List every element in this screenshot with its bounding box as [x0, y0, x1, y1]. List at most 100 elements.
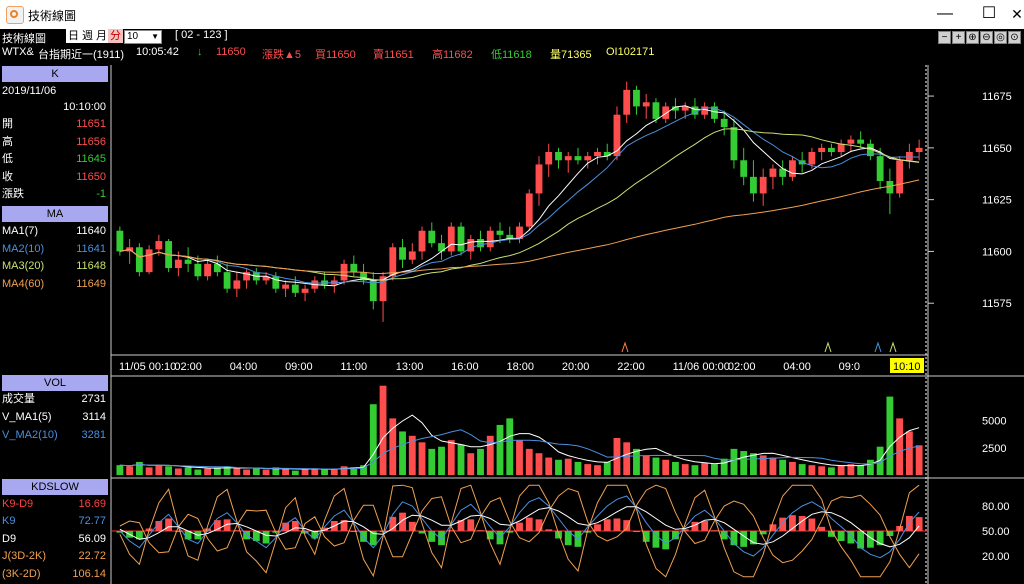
candle-body	[116, 230, 124, 252]
zoom-reset-icon[interactable]: ⊙	[1008, 31, 1021, 44]
kd-diff-bar	[613, 518, 621, 531]
volume-bar	[330, 468, 338, 475]
candle-body	[720, 118, 728, 128]
ma2-line	[119, 107, 920, 284]
k9-value: 72.77	[78, 515, 106, 527]
volume-bar	[711, 464, 718, 475]
candle-body	[535, 164, 543, 194]
candle-body	[545, 152, 553, 165]
time-axis-label: 20:00	[562, 361, 590, 373]
vma2-value: 3281	[81, 429, 106, 441]
k-date: 2019/11/06	[2, 84, 106, 98]
period-week-button[interactable]: 週	[80, 29, 95, 43]
ma3-row: MA3(20) 11648	[2, 259, 106, 273]
minus-icon[interactable]: −	[938, 31, 951, 44]
volume-bar	[827, 467, 835, 475]
candle-body	[701, 106, 709, 115]
candle-body	[506, 234, 514, 239]
candle-body	[525, 193, 533, 227]
candle-body	[711, 106, 718, 119]
candle-body	[915, 147, 923, 152]
volume-bar	[545, 457, 553, 475]
candle-body	[262, 276, 270, 281]
candle-body	[399, 247, 406, 260]
kd-diff-bar	[311, 531, 319, 539]
period-minute-button[interactable]: 分	[108, 29, 123, 43]
bar-range: [ 02 - 123 ]	[175, 29, 228, 41]
volume-bar	[818, 466, 826, 475]
zoom-out-icon[interactable]: ⊖	[980, 31, 993, 44]
kd-diff-bar	[282, 522, 289, 531]
volume-bar	[691, 465, 699, 475]
kd-diff-bar	[837, 531, 845, 541]
time-axis-label: 04:00	[783, 361, 811, 373]
time-axis-label: 18:00	[507, 361, 535, 373]
volume-bar	[837, 465, 845, 475]
price-axis-label: 11575	[982, 298, 1012, 310]
volume-bar	[857, 465, 865, 475]
k-row-low: 低 11645	[2, 152, 106, 166]
volume-bar	[652, 457, 660, 475]
zoom-in-icon[interactable]: ⊕	[966, 31, 979, 44]
candle-body	[447, 226, 455, 252]
down-arrow-icon: ↓	[197, 46, 203, 58]
volume-bar	[311, 468, 319, 475]
candle-body	[457, 226, 465, 252]
kd-diff-bar	[603, 519, 611, 531]
volume-bar	[896, 418, 904, 475]
vol-value: 2731	[81, 393, 106, 405]
j-label: J(3D-2K)	[2, 550, 47, 562]
candle-body	[389, 247, 397, 277]
window-title: 技術線圖	[28, 9, 77, 23]
ma2-value: 11641	[76, 243, 106, 255]
time-axis-label: 11/06 00:00	[673, 361, 730, 373]
interval-select[interactable]: 10 ▼	[124, 30, 162, 44]
kd-diff-bar	[662, 531, 670, 550]
period-month-button[interactable]: 月	[94, 29, 109, 43]
kd-diff-bar	[389, 516, 397, 531]
candle-body	[272, 276, 280, 289]
time-axis-label: 16:00	[451, 361, 479, 373]
kd-diff-bar	[301, 531, 309, 534]
kd-diff-value: 16.69	[78, 498, 106, 510]
volume-bar	[584, 464, 592, 475]
period-day-button[interactable]: 日	[66, 29, 81, 43]
candle-body	[291, 284, 299, 293]
candle-body	[438, 243, 445, 252]
candle-body	[681, 106, 689, 111]
candle-body	[184, 259, 192, 264]
volume-bar	[798, 464, 806, 475]
close-button[interactable]: ✕	[1011, 6, 1023, 22]
volume-bar	[291, 470, 299, 475]
ma1-row: MA1(7) 11640	[2, 224, 106, 238]
candle-body	[876, 156, 884, 181]
minimize-button[interactable]: —	[937, 5, 953, 22]
candle-body	[369, 280, 377, 302]
kd-k-line	[119, 495, 920, 559]
kd-diff-bar	[223, 519, 231, 531]
volume-bar	[720, 458, 728, 475]
signal-marker-icon	[889, 341, 897, 353]
toolbar-label: 技術線圖	[2, 33, 46, 45]
signal-marker-icon	[621, 341, 629, 353]
zoom-fit-icon[interactable]: ◎	[994, 31, 1007, 44]
volume-bar	[428, 448, 436, 475]
kd-diff-bar	[360, 531, 367, 542]
plus-icon[interactable]: +	[952, 31, 965, 44]
candle-body	[672, 106, 679, 111]
volume-bar	[594, 465, 601, 475]
quote-low: 低11618	[491, 49, 532, 61]
volume-bar	[467, 453, 475, 475]
volume-bar	[779, 459, 787, 475]
kd-diff-bar	[594, 524, 601, 531]
volume-bar	[516, 440, 523, 475]
kd-diff-bar	[827, 531, 835, 537]
volume-bar	[740, 451, 748, 475]
candle-body	[379, 276, 387, 302]
kd-diff-bar	[135, 531, 143, 540]
maximize-button[interactable]: ☐	[981, 5, 997, 22]
volume-bar	[564, 458, 572, 475]
kd-diff-bar	[184, 531, 192, 540]
volume-bar	[350, 467, 358, 475]
